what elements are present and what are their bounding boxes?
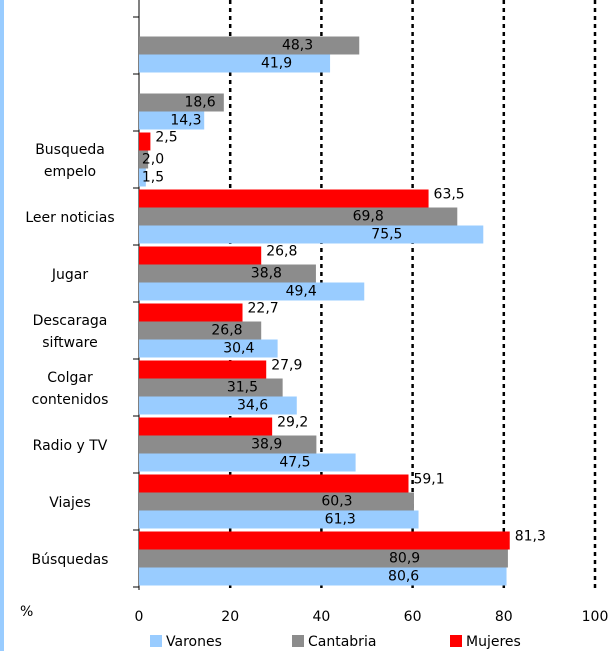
x-tick-label: 80 (495, 609, 513, 625)
value-label: 29,2 (277, 415, 308, 431)
bar (139, 549, 508, 568)
value-label: 2,5 (155, 130, 177, 146)
legend-label: Varones (166, 634, 222, 650)
value-label: 26,8 (266, 244, 297, 260)
value-label: 61,3 (325, 512, 356, 528)
bar (139, 474, 409, 493)
bar (139, 132, 151, 151)
y-tick-label: Búsquedas (31, 552, 109, 568)
bar (139, 225, 484, 244)
y-tick-label: Jugar (51, 267, 89, 283)
value-label: 69,8 (353, 209, 384, 225)
legend-swatch (292, 635, 304, 647)
x-tick-label: 60 (404, 609, 422, 625)
legend-label: Mujeres (466, 634, 521, 650)
value-label: 38,9 (251, 437, 282, 453)
bar (139, 435, 317, 454)
value-label: 30,4 (223, 341, 254, 357)
value-label: 48,3 (282, 38, 313, 54)
value-label: 14,3 (170, 113, 201, 129)
value-label: 38,8 (251, 266, 282, 282)
bar (139, 54, 331, 73)
side-stripe (0, 0, 4, 651)
y-tick-label: Colgar contenidos (31, 370, 109, 408)
bar (139, 360, 267, 379)
bar (139, 168, 146, 187)
value-label: 27,9 (271, 358, 302, 374)
bar (139, 417, 273, 436)
value-label: 2,0 (142, 152, 164, 168)
value-label: 80,6 (388, 569, 419, 585)
bar (139, 321, 262, 340)
bar (139, 111, 205, 130)
bar (139, 453, 356, 472)
legend-swatch (450, 635, 462, 647)
bar (139, 396, 297, 415)
legend-swatch (150, 635, 162, 647)
value-label: 80,9 (389, 551, 420, 567)
bar (139, 246, 262, 265)
value-label: 60,3 (321, 494, 352, 510)
value-label: 63,5 (434, 187, 465, 203)
value-label: 34,6 (237, 398, 268, 414)
bar (139, 189, 429, 208)
value-label: 49,4 (286, 284, 317, 300)
x-axis-label: % (20, 604, 33, 620)
bar (139, 567, 507, 586)
bar (139, 378, 283, 397)
value-label: 75,5 (371, 227, 402, 243)
x-tick-label: 40 (312, 609, 330, 625)
value-label: 22,7 (248, 301, 279, 317)
bar (139, 339, 278, 358)
bar (139, 93, 224, 112)
value-label: 26,8 (211, 323, 242, 339)
value-label: 81,3 (515, 529, 546, 545)
y-tick-label: Busqueda empelo (35, 142, 105, 180)
x-tick-label: 100 (582, 609, 609, 625)
bar (139, 207, 458, 226)
bar (139, 282, 365, 301)
bar (139, 531, 510, 550)
y-tick-label: Leer noticias (25, 210, 115, 226)
bar (139, 36, 360, 55)
value-label: 18,6 (184, 95, 215, 111)
value-label: 41,9 (261, 56, 292, 72)
bar (139, 510, 419, 529)
x-tick-label: 0 (135, 609, 144, 625)
value-label: 1,5 (142, 170, 164, 186)
value-label: 59,1 (413, 472, 444, 488)
bar (139, 492, 414, 511)
legend-label: Cantabria (308, 634, 376, 650)
value-label: 47,5 (279, 455, 310, 471)
y-tick-label: Descaraga siftware (32, 313, 108, 351)
x-tick-label: 20 (221, 609, 239, 625)
bar (139, 264, 316, 283)
value-label: 31,5 (227, 380, 258, 396)
y-tick-label: Radio y TV (32, 438, 108, 454)
bar (139, 303, 243, 322)
bar (139, 150, 149, 169)
y-tick-label: Viajes (49, 495, 91, 511)
